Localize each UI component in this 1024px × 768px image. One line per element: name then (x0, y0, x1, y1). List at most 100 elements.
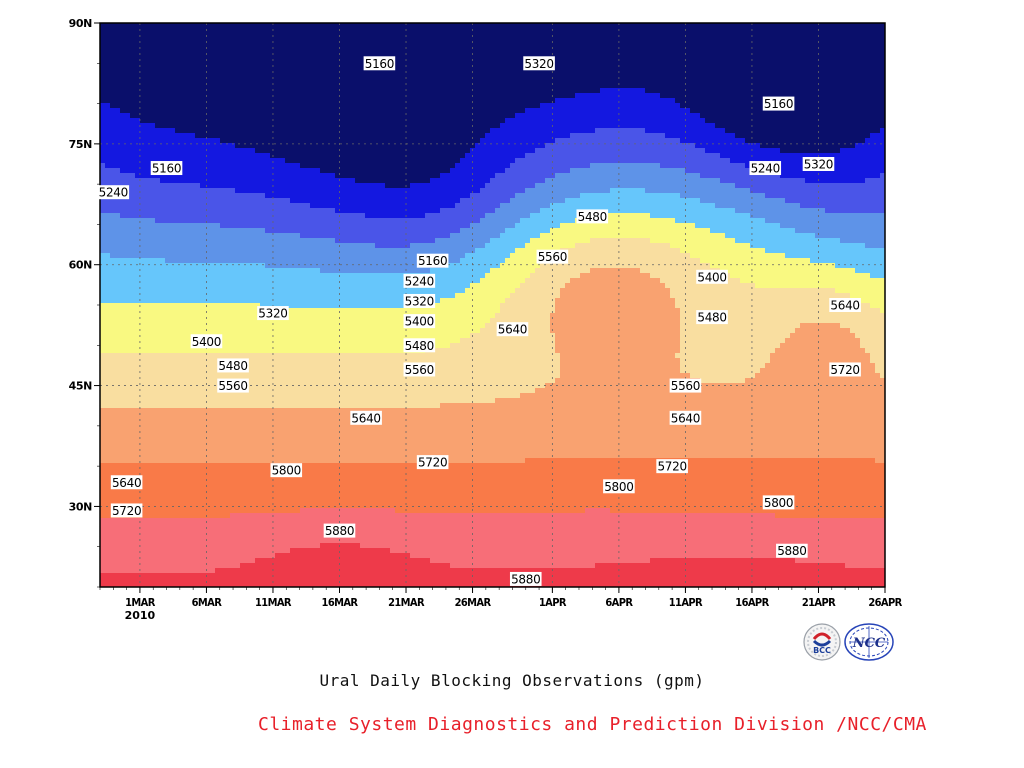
contour-band-cell (510, 293, 561, 299)
contour-band-cell (100, 248, 476, 254)
contour-label: 5160 (150, 161, 183, 176)
contour-band-cell (850, 328, 885, 334)
contour-band-cell (675, 218, 766, 224)
contour-band-cell (300, 163, 456, 169)
contour-band-cell (450, 168, 506, 174)
contour-band-cell (100, 268, 321, 274)
contour-band-cell (100, 133, 196, 139)
contour-band-cell (765, 193, 885, 199)
contour-label-bg (403, 362, 436, 377)
contour-label: 5640 (496, 322, 529, 337)
contour-band-cell (100, 293, 456, 299)
contour-band-cell (485, 243, 526, 249)
contour-band-cell (680, 343, 781, 349)
contour-label-text: 5800 (272, 464, 301, 478)
x-year-label: 2010 (125, 609, 156, 622)
contour-band-cell (505, 258, 546, 264)
contour-band-cell (460, 338, 556, 344)
x-tick-label: 26MAR (455, 596, 492, 609)
contour-label-bg (603, 479, 635, 494)
contour-band-cell (100, 348, 426, 354)
contour-band-cell (120, 168, 321, 174)
contour-band-cell (530, 238, 591, 244)
contour-band-cell (780, 173, 881, 179)
contour-label-text: 5560 (671, 379, 700, 393)
contour-band-cell (710, 263, 836, 269)
contour-band-cell (440, 208, 496, 214)
contour-band-cell (515, 223, 561, 229)
contour-band-cell (840, 238, 885, 244)
contour-label: 5720 (829, 362, 861, 377)
x-tick-label: 6APR (605, 596, 633, 609)
contour-band-cell (485, 273, 531, 279)
contour-band-cell (550, 228, 711, 234)
contour-band-cell (535, 183, 736, 189)
contour-band-cell (750, 213, 885, 219)
contour-band-cell (100, 583, 885, 587)
contour-band-cell (810, 258, 885, 264)
contour-band-cell (555, 348, 681, 354)
contour-band-cell (455, 163, 511, 169)
contour-band-cell (100, 233, 301, 239)
contour-band-cell (200, 183, 386, 189)
contour-band-cell (690, 373, 756, 379)
contour-band-cell (860, 343, 885, 349)
contour-label: 5880 (323, 523, 356, 538)
contour-label-bg (509, 571, 542, 586)
contour-band-cell (525, 153, 721, 159)
contour-label: 5560 (217, 378, 249, 393)
contour-band-cell (515, 113, 701, 119)
contour-band-cell (825, 208, 885, 214)
contour-band-cell (100, 318, 491, 324)
contour-band-cell (310, 203, 456, 209)
contour-label-text: 5480 (405, 339, 434, 353)
contour-band-cell (590, 163, 661, 169)
contour-band-cell (550, 328, 681, 334)
contour-label-bg (696, 269, 728, 284)
contour-band-cell (100, 203, 311, 209)
contour-label: 5240 (403, 273, 436, 288)
contour-band-cell (100, 93, 576, 99)
contour-band-cell (100, 303, 261, 309)
contour-band-cell (100, 43, 885, 49)
contour-band-cell (535, 268, 591, 274)
contour-label-bg (97, 185, 130, 200)
contour-band-cell (100, 258, 166, 264)
contour-band-cell (795, 328, 851, 334)
contour-band-cell (770, 353, 871, 359)
x-tick-label: 21APR (802, 596, 836, 609)
contour-band-cell (100, 118, 141, 124)
contour-band-cell (590, 238, 651, 244)
contour-band-cell (440, 403, 885, 409)
contour-band-cell (590, 268, 641, 274)
contour-band-cell (285, 158, 461, 164)
contour-band-cell (610, 188, 646, 194)
contour-band-cell (445, 263, 501, 269)
contour-band-cell (525, 278, 571, 284)
contour-band-cell (440, 173, 496, 179)
contour-band-cell (710, 228, 796, 234)
contour-band-cell (100, 123, 156, 129)
x-tick-label: 1MAR (125, 596, 156, 609)
contour-band-cell (100, 533, 885, 539)
contour-band-cell (560, 223, 696, 229)
contour-band-cell (735, 133, 871, 139)
contour-band-cell (865, 243, 885, 249)
contour-label-bg (217, 358, 249, 373)
bcc-logo: BCC (803, 623, 841, 661)
contour-band-cell (100, 368, 561, 374)
contour-band-cell (580, 273, 651, 279)
contour-label: 5320 (403, 293, 436, 308)
contour-label-bg (150, 161, 183, 176)
contour-band-cell (100, 183, 201, 189)
contour-band-cell (855, 268, 885, 274)
contour-label-text: 5320 (258, 307, 287, 321)
contour-band-cell (255, 558, 431, 564)
contour-label-text: 5480 (218, 359, 247, 373)
contour-band-cell (860, 338, 885, 344)
contour-band-cell (100, 153, 271, 159)
contour-label: 5400 (403, 314, 436, 329)
contour-band-cell (540, 263, 711, 269)
contour-band-cell (675, 303, 871, 309)
x-tick-label: 11APR (669, 596, 703, 609)
